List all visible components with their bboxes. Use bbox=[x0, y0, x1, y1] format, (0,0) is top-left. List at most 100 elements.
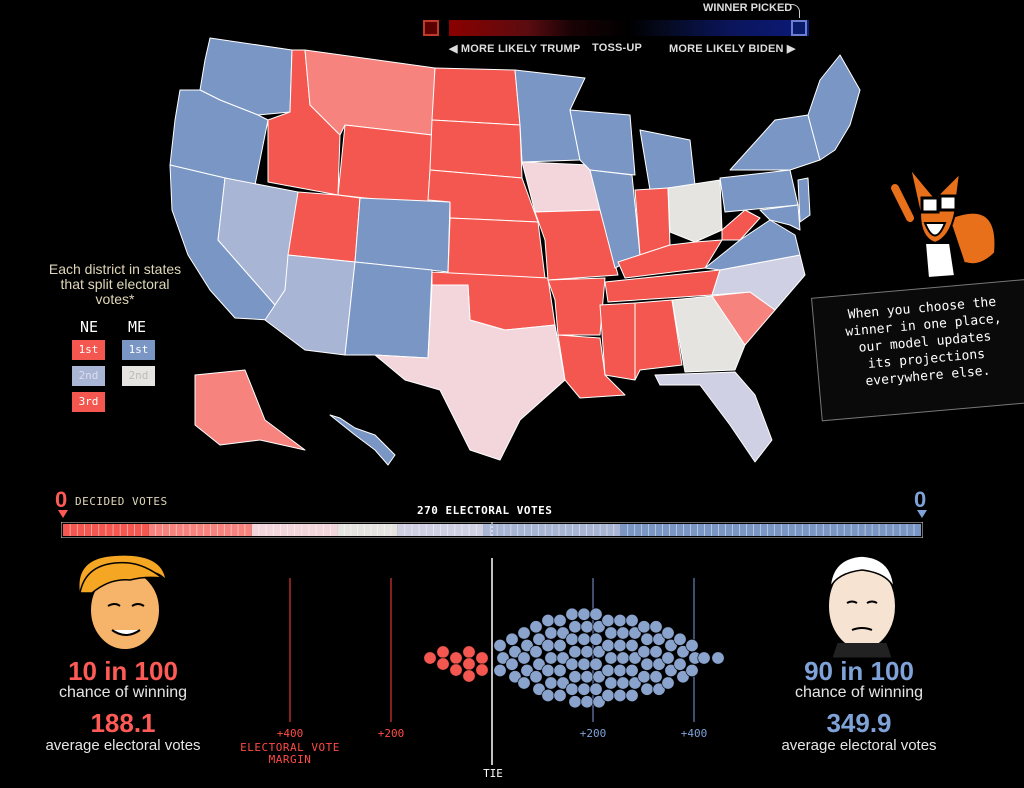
biden-simulation-dot bbox=[625, 688, 639, 702]
trump-simulation-dot bbox=[462, 645, 476, 659]
biden-simulation-dot bbox=[544, 676, 558, 690]
trump-simulation-dot bbox=[462, 669, 476, 683]
biden-simulation-dot bbox=[517, 676, 531, 690]
state-nd bbox=[431, 67, 521, 126]
biden-simulation-dot bbox=[529, 620, 543, 634]
biden-simulation-dot bbox=[541, 638, 555, 652]
state-new-england bbox=[807, 54, 861, 161]
ne-district-1[interactable]: 1st bbox=[72, 340, 105, 360]
trump-marker-icon bbox=[58, 510, 68, 518]
state-wy bbox=[337, 124, 433, 206]
ne-district-3[interactable]: 3rd bbox=[72, 392, 105, 412]
likelihood-gradient-legend bbox=[449, 20, 809, 36]
biden-simulation-dot bbox=[589, 657, 603, 671]
me-district-1[interactable]: 1st bbox=[122, 340, 155, 360]
district-note: Each district in states that split elect… bbox=[48, 261, 182, 307]
biden-simulation-dot bbox=[532, 657, 546, 671]
trump-avg-label: average electoral votes bbox=[45, 737, 201, 754]
biden-simulation-dot bbox=[592, 645, 606, 659]
trump-simulation-dot bbox=[436, 645, 450, 659]
fox-mascot-icon bbox=[891, 167, 997, 280]
trump-chance: 10 in 100 bbox=[68, 656, 178, 686]
biden-simulation-dot bbox=[616, 626, 630, 640]
biden-simulation-dot bbox=[577, 657, 591, 671]
state-sd bbox=[429, 119, 523, 179]
state-ak bbox=[194, 369, 306, 451]
biden-simulation-dot bbox=[664, 638, 678, 652]
state-ny bbox=[729, 114, 821, 171]
biden-simulation-dot bbox=[604, 676, 618, 690]
me-district-2[interactable]: 2nd bbox=[122, 366, 155, 386]
biden-simulation-dot bbox=[616, 676, 630, 690]
biden-simulation-dot bbox=[556, 626, 570, 640]
model-callout-text: When you choose the winner in one place,… bbox=[844, 294, 1003, 390]
state-in bbox=[634, 187, 671, 256]
ne-district-2[interactable]: 2nd bbox=[72, 366, 105, 386]
biden-simulation-dot bbox=[580, 645, 594, 659]
state-mi bbox=[639, 129, 696, 191]
biden-marker-icon bbox=[917, 510, 927, 518]
state-nm bbox=[344, 261, 433, 359]
state-ms bbox=[599, 302, 636, 381]
biden-simulation-dot bbox=[652, 657, 666, 671]
biden-winner-swatch[interactable] bbox=[791, 20, 807, 36]
biden-simulation-dot bbox=[652, 632, 666, 646]
biden-simulation-dot bbox=[556, 651, 570, 665]
biden-simulation-dot bbox=[568, 670, 582, 684]
state-ks bbox=[447, 217, 546, 279]
biden-simulation-dot bbox=[637, 620, 651, 634]
biden-simulation-dot bbox=[589, 682, 603, 696]
state-co bbox=[354, 197, 451, 273]
biden-simulation-dot bbox=[613, 613, 627, 627]
biden-simulation-dot bbox=[592, 670, 606, 684]
biden-simulation-dot bbox=[505, 632, 519, 646]
biden-simulation-dot bbox=[625, 663, 639, 677]
biden-simulation-dot bbox=[565, 607, 579, 621]
biden-simulation-dot bbox=[640, 682, 654, 696]
biden-simulation-dot bbox=[676, 645, 690, 659]
trump-simulation-dot bbox=[436, 657, 450, 671]
biden-simulation-dot bbox=[568, 695, 582, 709]
biden-simulation-dot bbox=[580, 620, 594, 634]
more-likely-biden-label: MORE LIKELY BIDEN ▶ bbox=[669, 43, 796, 55]
trump-simulation-dot bbox=[423, 651, 437, 665]
biden-simulation-dot bbox=[505, 657, 519, 671]
biden-simulation-dot bbox=[589, 607, 603, 621]
biden-simulation-dot bbox=[580, 670, 594, 684]
margin-chart-title: ELECTORAL VOTE MARGIN bbox=[240, 741, 340, 766]
me-header: ME bbox=[128, 318, 147, 336]
biden-simulation-dot bbox=[565, 682, 579, 696]
biden-simulation-dot bbox=[580, 695, 594, 709]
us-electoral-map[interactable] bbox=[0, 30, 870, 475]
electoral-vote-bar[interactable] bbox=[61, 522, 923, 538]
electoral-bar-segment bbox=[148, 524, 252, 536]
biden-simulation-dot bbox=[517, 626, 531, 640]
biden-simulation-dot bbox=[553, 688, 567, 702]
state-mo bbox=[534, 209, 619, 281]
biden-simulation-dot bbox=[529, 670, 543, 684]
biden-simulation-dot bbox=[493, 638, 507, 652]
biden-simulation-dot bbox=[604, 626, 618, 640]
biden-simulation-dot bbox=[676, 670, 690, 684]
state-la bbox=[557, 334, 626, 399]
trump-portrait-icon bbox=[79, 555, 165, 651]
biden-simulation-dot bbox=[685, 663, 699, 677]
tick-label-trump-200: +200 bbox=[377, 727, 405, 740]
trump-winner-swatch[interactable] bbox=[423, 20, 439, 36]
simulation-dots bbox=[423, 607, 725, 709]
biden-simulation-dot bbox=[517, 651, 531, 665]
biden-simulation-dot bbox=[628, 651, 642, 665]
biden-portrait-icon bbox=[827, 555, 897, 658]
biden-simulation-dot bbox=[553, 613, 567, 627]
biden-simulation-dot bbox=[544, 651, 558, 665]
state-tx bbox=[374, 284, 566, 461]
biden-simulation-dot bbox=[628, 676, 642, 690]
biden-simulation-dot bbox=[601, 663, 615, 677]
biden-simulation-dot bbox=[685, 638, 699, 652]
ne-header: NE bbox=[80, 318, 99, 336]
trump-simulation-dot bbox=[475, 663, 489, 677]
state-hi bbox=[329, 414, 396, 466]
biden-simulation-dot bbox=[592, 620, 606, 634]
biden-chance-label: chance of winning bbox=[794, 684, 924, 701]
biden-simulation-dot bbox=[664, 663, 678, 677]
